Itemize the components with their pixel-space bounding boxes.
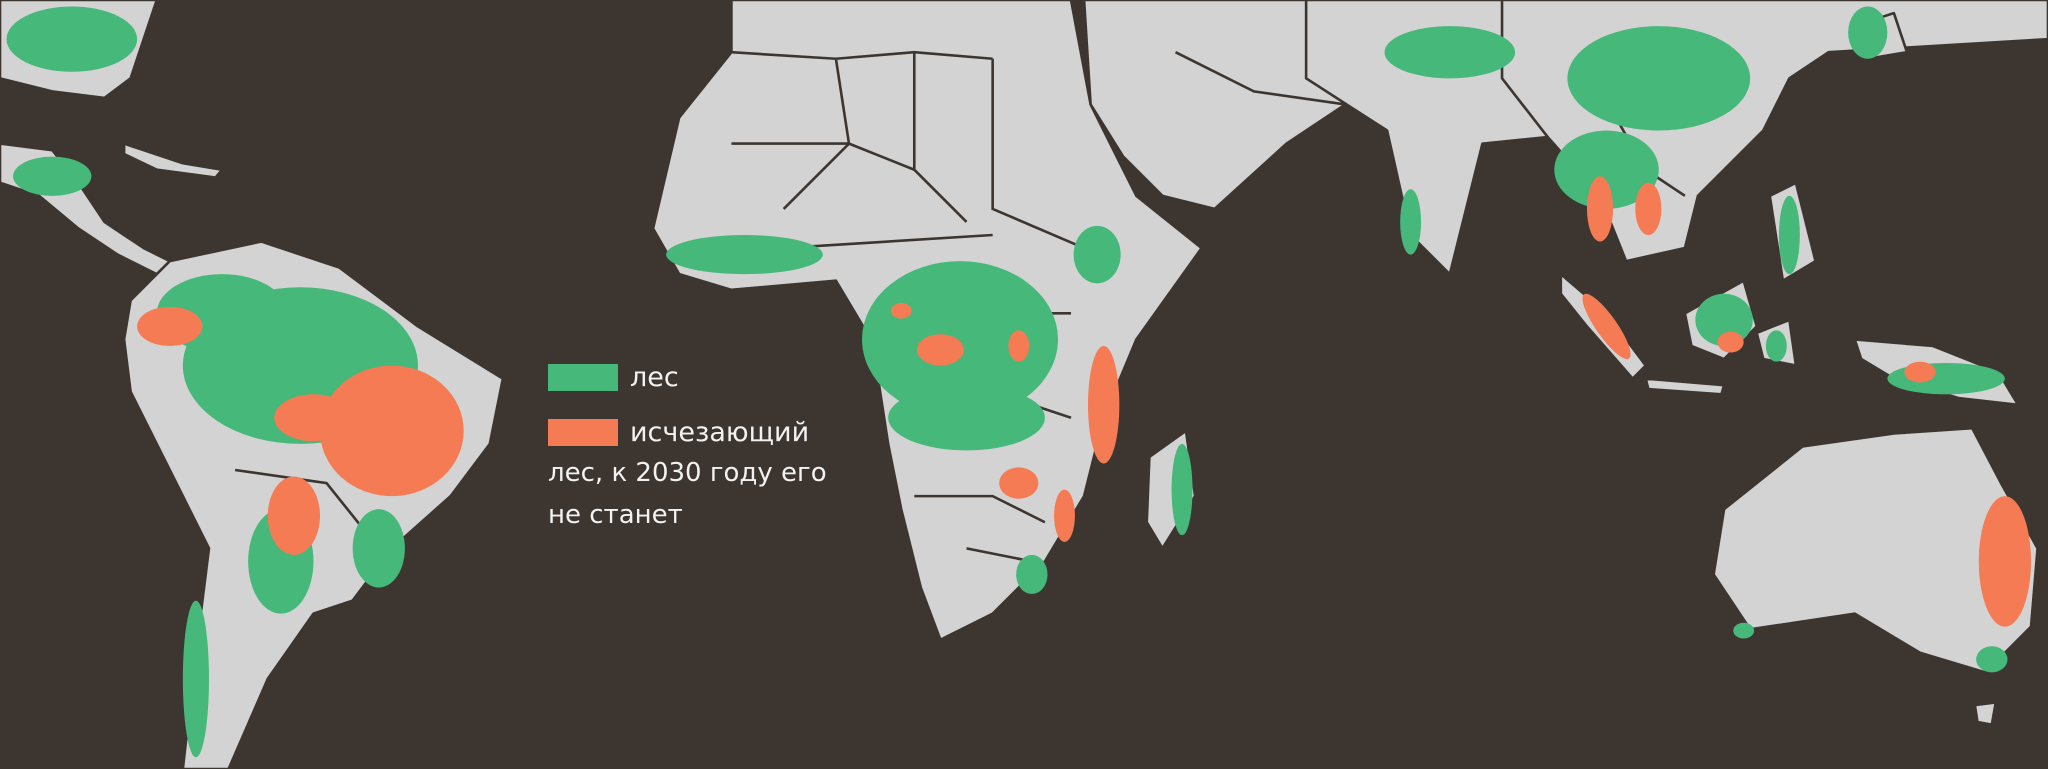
map-legend: лес исчезающий лес, к 2030 году его не с… — [548, 362, 848, 536]
sulawesi-islands — [1755, 181, 1817, 367]
legend-item-forest: лес — [548, 362, 848, 393]
caribbean — [122, 142, 224, 179]
legend-item-vanishing-forest: исчезающий — [548, 417, 848, 448]
vanishing-forest-swatch — [548, 419, 618, 446]
eurasia — [1082, 0, 2048, 276]
legend-forest-label: лес — [630, 362, 679, 393]
tasmania — [1973, 701, 1998, 726]
vanishing-forest-areas — [137, 176, 2032, 627]
java — [1644, 377, 1726, 396]
legend-vanishing-description: лес, к 2030 году его не станет — [548, 458, 827, 530]
legend-vanishing-label: исчезающий — [630, 417, 810, 448]
forest-areas — [6, 6, 2008, 758]
forest-swatch — [548, 364, 618, 391]
